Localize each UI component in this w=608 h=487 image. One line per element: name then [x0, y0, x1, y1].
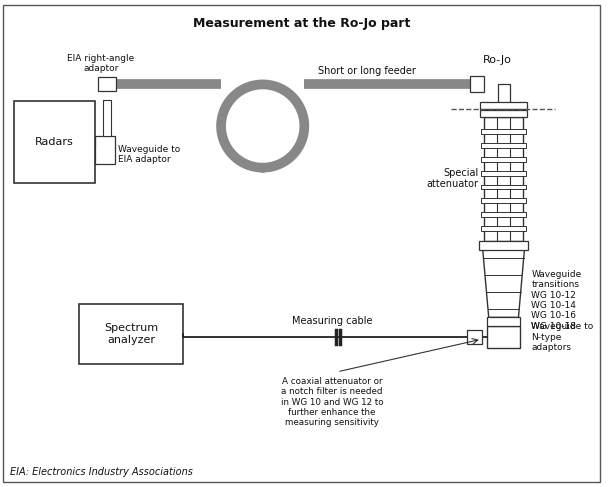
Text: Special
attenuator: Special attenuator	[427, 168, 478, 189]
Bar	[481, 143, 527, 148]
Bar	[481, 170, 527, 176]
Bar	[467, 330, 482, 344]
Text: A coaxial attenuator or
a notch filter is needed
in WG 10 and WG 12 to
further e: A coaxial attenuator or a notch filter i…	[281, 377, 384, 428]
Bar	[484, 117, 523, 241]
Polygon shape	[483, 250, 524, 318]
Text: Waveguide to
EIA adaptor: Waveguide to EIA adaptor	[118, 145, 180, 165]
Bar	[98, 77, 116, 92]
Text: Radars: Radars	[35, 137, 74, 147]
Text: Measuring cable: Measuring cable	[292, 316, 372, 326]
Bar	[480, 110, 527, 117]
Bar	[95, 136, 115, 164]
Bar	[103, 100, 111, 136]
Text: Spectrum
analyzer: Spectrum analyzer	[105, 323, 159, 345]
Bar	[481, 129, 527, 134]
Bar	[481, 212, 527, 217]
Bar	[79, 304, 184, 364]
Text: Ro-Jo: Ro-Jo	[483, 55, 512, 65]
Bar	[480, 102, 527, 109]
Bar	[497, 84, 510, 104]
Bar	[478, 241, 528, 250]
Bar	[487, 318, 520, 326]
Bar	[14, 101, 95, 183]
Bar	[481, 157, 527, 162]
Bar	[470, 76, 484, 93]
Bar	[481, 226, 527, 231]
Bar	[481, 198, 527, 204]
Text: Waveguide
transitions
WG 10-12
WG 10-14
WG 10-16
WG 10-18: Waveguide transitions WG 10-12 WG 10-14 …	[531, 270, 582, 331]
Text: Measurement at the Ro-Jo part: Measurement at the Ro-Jo part	[193, 17, 410, 30]
Text: EIA: Electronics Industry Associations: EIA: Electronics Industry Associations	[10, 467, 193, 477]
Bar	[481, 185, 527, 189]
Bar	[487, 326, 520, 348]
Text: Short or long feeder: Short or long feeder	[318, 66, 416, 76]
Text: Waveguide to
N-type
adaptors: Waveguide to N-type adaptors	[531, 322, 593, 352]
Text: EIA right-angle
adaptor: EIA right-angle adaptor	[67, 54, 135, 74]
